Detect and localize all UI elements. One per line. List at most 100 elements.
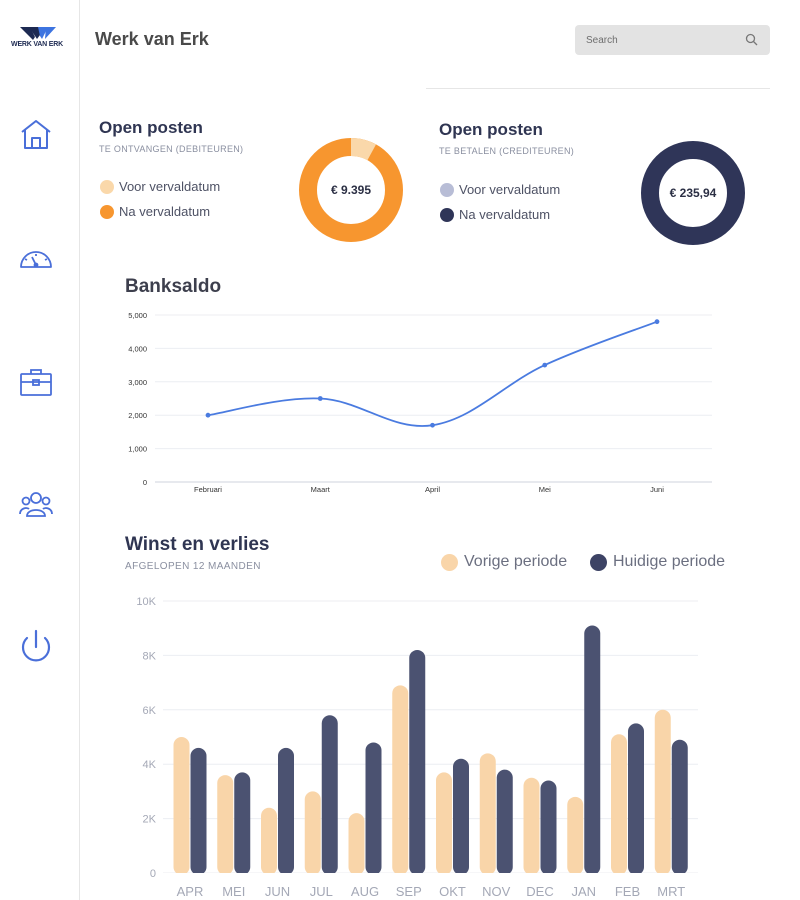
bar-huidige[interactable] xyxy=(321,715,338,875)
bar-vorige[interactable] xyxy=(348,813,365,875)
legend-label: Huidige periode xyxy=(613,553,726,570)
legend-dot xyxy=(440,182,454,197)
payables-donut: € 235,94 xyxy=(640,140,746,246)
x-tick-label: Maart xyxy=(311,485,331,494)
logo-mark-icon xyxy=(20,27,56,40)
bar-vorige[interactable] xyxy=(479,753,496,875)
legend-dot xyxy=(441,553,458,571)
power-icon xyxy=(21,629,51,662)
sidebar-item-home[interactable] xyxy=(16,114,56,154)
y-tick-label: 0 xyxy=(143,478,147,487)
legend-dot xyxy=(590,553,607,571)
receivables-subtitle: TE ONTVANGEN (DEBITEUREN) xyxy=(99,144,244,154)
search-bar xyxy=(575,25,770,55)
pl-title: Winst en verlies xyxy=(125,534,270,555)
sidebar-item-portfolio[interactable] xyxy=(16,362,56,402)
x-tick-label: OKT xyxy=(439,884,466,899)
y-tick-label: 10K xyxy=(136,596,156,608)
sidebar-item-power[interactable] xyxy=(16,628,56,668)
bar-huidige[interactable] xyxy=(540,780,557,875)
x-tick-label: APR xyxy=(177,884,204,899)
x-tick-label: MRT xyxy=(657,884,685,899)
bar-vorige[interactable] xyxy=(217,775,234,875)
x-tick-label: JAN xyxy=(571,884,596,899)
payables-amount: € 235,94 xyxy=(669,186,717,200)
payables-subtitle: TE BETALEN (CREDITEUREN) xyxy=(439,146,575,156)
legend-label: Vorige periode xyxy=(464,553,568,570)
bar-vorige[interactable] xyxy=(654,709,671,875)
receivables-legend-after: Na vervaldatum xyxy=(100,204,210,219)
payables-title: Open posten xyxy=(439,120,543,139)
y-tick-label: 1,000 xyxy=(128,445,147,454)
donut-segment-after xyxy=(641,141,745,245)
receivables-donut: € 9.395 xyxy=(298,137,404,243)
sidebar-item-dashboard[interactable] xyxy=(16,238,56,278)
bar-vorige[interactable] xyxy=(611,734,627,875)
y-tick-label: 3,000 xyxy=(128,378,147,387)
pl-subtitle: AFGELOPEN 12 MAANDEN xyxy=(125,561,261,572)
receivables-title: Open posten xyxy=(99,118,203,137)
data-point[interactable] xyxy=(205,412,211,418)
data-point[interactable] xyxy=(654,319,660,325)
legend-label: Voor vervaldatum xyxy=(459,182,561,197)
bar-huidige[interactable] xyxy=(278,747,294,875)
search-icon[interactable] xyxy=(745,33,758,46)
bar-vorige[interactable] xyxy=(392,685,409,875)
y-tick-label: 2K xyxy=(143,814,157,826)
x-tick-label: JUL xyxy=(310,884,333,899)
x-tick-label: AUG xyxy=(351,884,379,899)
bank-title: Banksaldo xyxy=(125,276,222,297)
bar-huidige[interactable] xyxy=(453,758,469,875)
y-tick-label: 2,000 xyxy=(128,411,147,420)
receivables-legend-before: Voor vervaldatum xyxy=(100,179,220,194)
x-tick-label: April xyxy=(425,485,440,494)
y-tick-label: 6K xyxy=(143,705,157,717)
bank-series-line xyxy=(207,320,658,427)
x-tick-label: MEI xyxy=(222,884,245,899)
pl-bar-chart: 0 2K 4K 6K 8K 10K APR MEI JUN JUL AUG SEP OKT NOV DEC J… xyxy=(136,596,698,899)
bank-line-chart: 0 1,000 2,000 3,000 4,000 5,000 Februari Maart A… xyxy=(128,311,712,494)
bar-huidige[interactable] xyxy=(584,625,601,875)
data-point[interactable] xyxy=(430,422,435,428)
y-tick-label: 5,000 xyxy=(128,311,147,320)
bar-huidige[interactable] xyxy=(234,772,251,875)
bar-vorige[interactable] xyxy=(567,796,584,875)
data-point[interactable] xyxy=(317,396,323,401)
pl-legend-curr: Huidige periode xyxy=(590,553,725,571)
bar-huidige[interactable] xyxy=(409,649,426,875)
donut-segment-before xyxy=(299,138,403,242)
legend-label: Na vervaldatum xyxy=(459,207,551,222)
sidebar-item-users[interactable] xyxy=(16,484,56,524)
x-tick-label: Juni xyxy=(650,485,664,494)
x-tick-label: NOV xyxy=(482,884,511,899)
y-tick-label: 0 xyxy=(150,868,156,880)
x-tick-label: Mei xyxy=(539,485,551,494)
bar-huidige[interactable] xyxy=(671,739,688,875)
bar-vorige[interactable] xyxy=(304,791,321,875)
receivables-card: Open posten TE ONTVANGEN (DEBITEUREN) xyxy=(99,118,243,154)
gauge-icon xyxy=(20,251,52,268)
bar-huidige[interactable] xyxy=(496,769,513,875)
y-tick-label: 4K xyxy=(143,759,157,771)
bar-vorige[interactable] xyxy=(261,807,277,875)
y-tick-label: 4,000 xyxy=(128,344,147,353)
search-input[interactable] xyxy=(575,25,740,55)
sidebar: WERK VAN ERK xyxy=(0,0,80,900)
bar-vorige[interactable] xyxy=(436,772,452,875)
company-logo[interactable]: WERK VAN ERK xyxy=(6,27,68,53)
bar-huidige[interactable] xyxy=(628,723,644,875)
bar-huidige[interactable] xyxy=(190,747,207,875)
baseline-mask xyxy=(163,873,698,876)
x-tick-label: DEC xyxy=(526,884,553,899)
x-tick-label: FEB xyxy=(615,884,640,899)
app-title: Werk van Erk xyxy=(95,29,209,49)
payables-legend-after: Na vervaldatum xyxy=(440,207,550,222)
payables-card: Open posten TE BETALEN (CREDITEUREN) xyxy=(439,120,574,156)
x-tick-label: JUN xyxy=(265,884,290,899)
bar-huidige[interactable] xyxy=(365,742,382,875)
bar-vorige[interactable] xyxy=(523,777,540,875)
pl-legend-prev: Vorige periode xyxy=(441,553,567,571)
data-point[interactable] xyxy=(542,362,548,368)
legend-dot xyxy=(100,179,114,194)
bar-vorige[interactable] xyxy=(173,737,190,875)
